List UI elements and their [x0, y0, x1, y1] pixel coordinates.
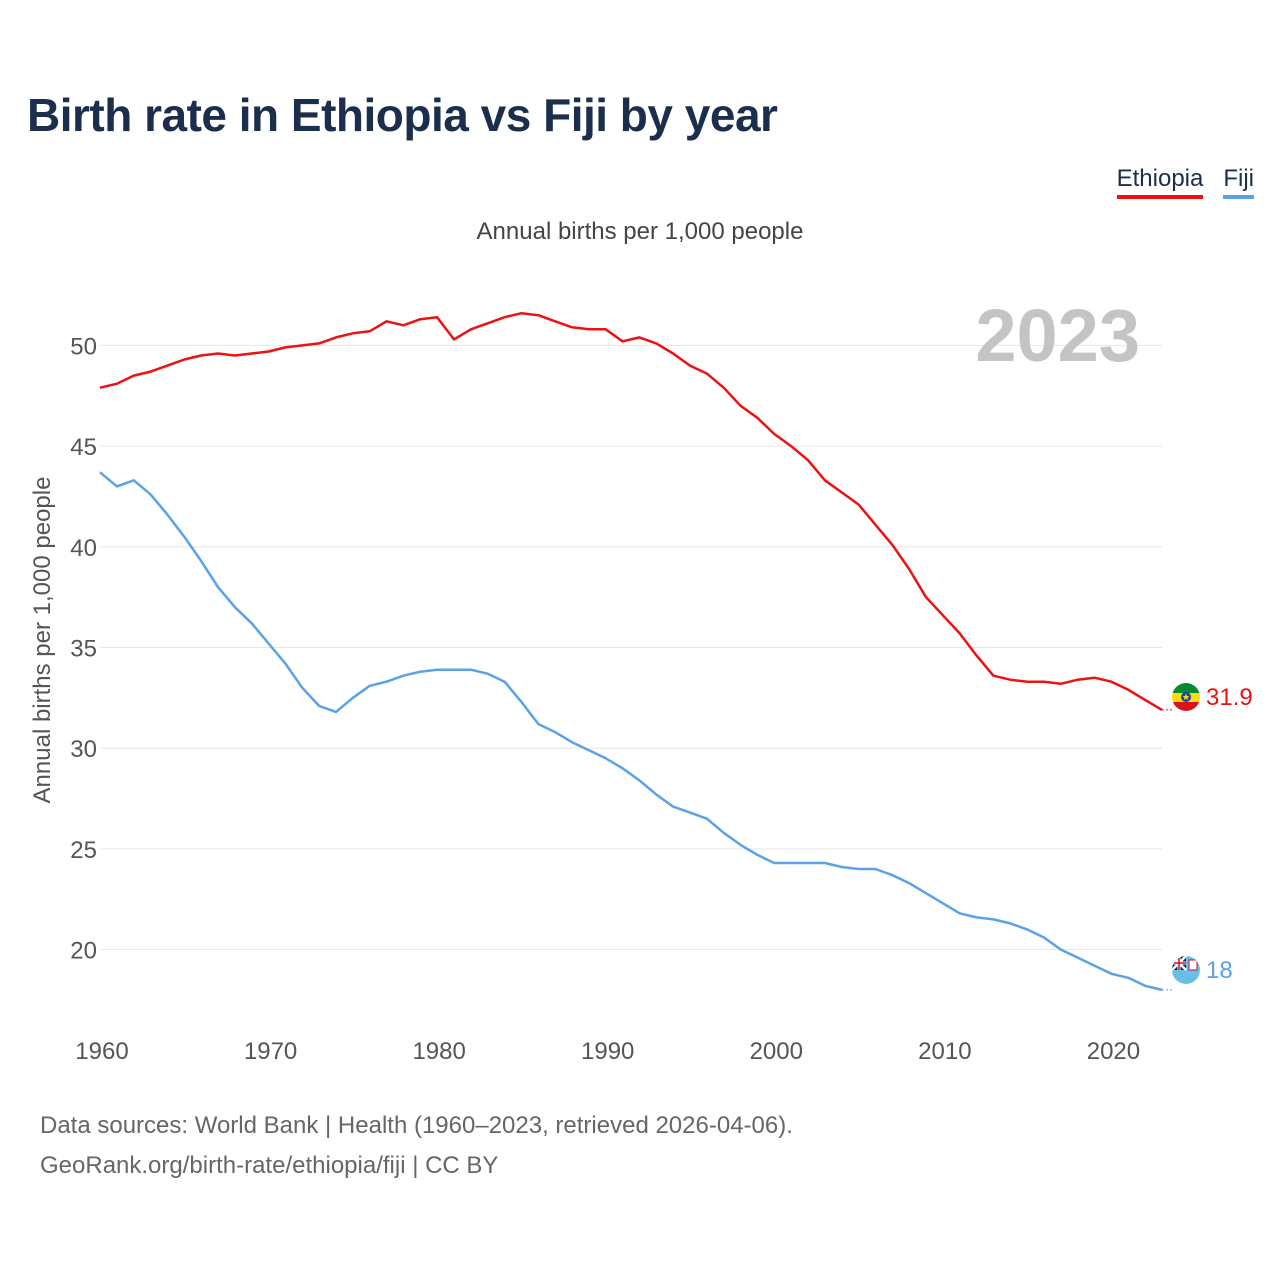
y-tick-label: 30	[70, 736, 97, 763]
y-tick-label: 25	[70, 837, 97, 864]
y-tick-label: 40	[70, 535, 97, 562]
ethiopia-flag-icon	[1172, 683, 1200, 711]
series-line-fiji[interactable]	[99, 471, 1163, 992]
y-tick-label: 50	[70, 333, 97, 360]
gridlines	[100, 344, 1162, 951]
x-tick-label: 1960	[75, 1038, 128, 1065]
x-tick-label: 2000	[750, 1038, 803, 1065]
y-axis-label: Annual births per 1,000 people	[29, 477, 56, 804]
series-lines	[99, 311, 1172, 992]
y-tick-label: 20	[70, 938, 97, 965]
legend: Ethiopia Fiji	[1116, 165, 1254, 199]
ethiopia-end-label: 31.9	[1206, 684, 1253, 711]
x-axis: 1960 1970 1980 1990 2000 2010 2020	[75, 1038, 1140, 1065]
y-tick-label: 35	[70, 636, 97, 663]
source-line-1: Data sources: World Bank | Health (1960–…	[40, 1112, 793, 1139]
x-tick-label: 1990	[581, 1038, 634, 1065]
legend-item-fiji[interactable]: Fiji	[1223, 165, 1254, 199]
legend-item-ethiopia[interactable]: Ethiopia	[1116, 165, 1204, 199]
series-line-ethiopia[interactable]	[99, 311, 1163, 711]
x-tick-label: 2010	[918, 1038, 971, 1065]
y-axis: 20 25 30 35 40 45 50	[70, 333, 97, 964]
chart-subtitle: Annual births per 1,000 people	[476, 218, 804, 245]
fiji-flag-icon	[1172, 956, 1200, 984]
source-link[interactable]: GeoRank.org/birth-rate/ethiopia/fiji | C…	[40, 1152, 499, 1179]
line-chart: 20 25 30 35 40 45 50 1960 1970 1980 1990 2000 2010 2…	[29, 294, 1253, 1065]
x-tick-label: 1970	[244, 1038, 297, 1065]
year-watermark: 2023	[975, 294, 1140, 377]
y-tick-label: 45	[70, 434, 97, 461]
chart-title: Birth rate in Ethiopia vs Fiji by year	[27, 89, 778, 141]
fiji-end-label: 18	[1206, 957, 1233, 984]
x-tick-label: 2020	[1087, 1038, 1140, 1065]
x-tick-label: 1980	[412, 1038, 465, 1065]
source-note: Data sources: World Bank | Health (1960–…	[40, 1106, 793, 1186]
